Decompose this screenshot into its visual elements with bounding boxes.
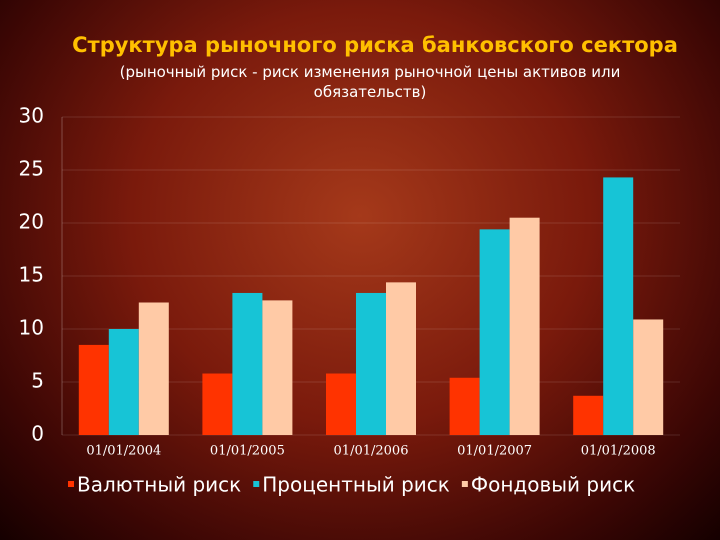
bar <box>449 377 480 435</box>
legend-label: Фондовый риск <box>471 473 635 497</box>
x-tick-label: 01/01/2007 <box>457 444 532 459</box>
bar <box>509 217 540 435</box>
x-tick-label: 01/01/2004 <box>86 444 161 459</box>
y-tick-label: 30 <box>19 104 44 128</box>
bar <box>262 300 293 435</box>
legend-label: Процентный риск <box>262 473 450 497</box>
bar <box>138 302 169 435</box>
bar <box>202 373 233 435</box>
bar <box>573 395 604 435</box>
chart-title: Структура рыночного риска банковского се… <box>72 33 678 57</box>
bar <box>78 344 109 435</box>
x-tick-label: 01/01/2006 <box>334 444 409 459</box>
bar <box>232 292 263 435</box>
bar <box>326 373 356 435</box>
y-tick-label: 20 <box>19 210 44 234</box>
bar <box>356 292 386 435</box>
legend-swatch <box>461 481 468 487</box>
bar <box>386 282 416 435</box>
bar <box>603 177 634 436</box>
y-tick-label: 15 <box>19 263 44 287</box>
y-tick-label: 25 <box>19 157 44 181</box>
x-tick-label: 01/01/2008 <box>581 444 656 459</box>
legend-swatch <box>68 481 74 487</box>
y-tick-label: 5 <box>31 369 44 393</box>
bar <box>108 329 139 435</box>
bar <box>633 319 664 435</box>
x-tick-label: 01/01/2005 <box>210 444 285 459</box>
chart-subtitle: (рыночный риск - риск изменения рыночной… <box>119 63 621 101</box>
legend-swatch <box>253 481 260 487</box>
y-tick-label: 0 <box>31 422 44 446</box>
legend-label: Валютный риск <box>77 473 241 497</box>
y-tick-label: 10 <box>19 316 44 340</box>
bar <box>479 229 510 435</box>
